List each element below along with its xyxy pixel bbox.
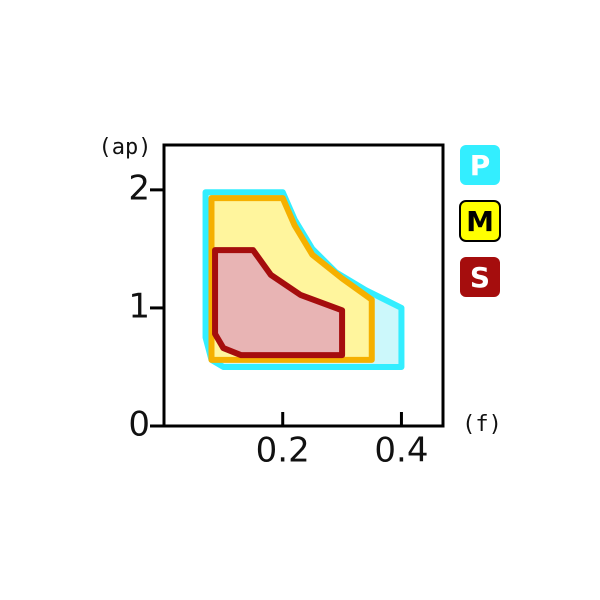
x-tick-label: 0.4 bbox=[374, 431, 428, 471]
x-tick-label: 0.2 bbox=[256, 431, 310, 471]
legend-badge bbox=[459, 200, 501, 242]
legend-badge bbox=[460, 257, 500, 297]
y-tick-label: 0 bbox=[128, 405, 150, 445]
plot-frame bbox=[162, 143, 445, 428]
y-axis-label: (ap) bbox=[99, 135, 152, 160]
legend-label: M bbox=[466, 205, 494, 238]
region bbox=[212, 247, 346, 359]
legend-label: S bbox=[470, 261, 490, 294]
legend-label: P bbox=[470, 149, 491, 182]
y-tick-label: 1 bbox=[128, 286, 150, 326]
y-tick-label: 2 bbox=[128, 168, 150, 208]
legend-badge bbox=[460, 145, 500, 185]
x-axis-label: (f) bbox=[462, 412, 502, 437]
